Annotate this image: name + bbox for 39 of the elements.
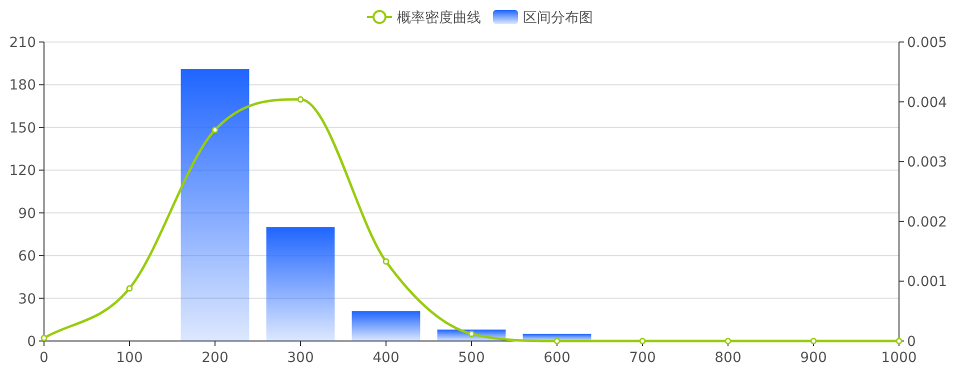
- legend-label: 概率密度曲线: [397, 10, 481, 26]
- x-tick-label: 1000: [881, 350, 917, 366]
- y-tick-label: 90: [18, 206, 36, 222]
- x-tick-label: 400: [372, 350, 400, 366]
- x-tick-label: 500: [458, 350, 485, 366]
- x-tick-label: 900: [800, 350, 827, 366]
- point: [382, 258, 390, 265]
- y-tick-label: 120: [9, 163, 36, 180]
- x-tick-label: 100: [116, 350, 143, 366]
- x-tick-label: 800: [714, 350, 742, 366]
- y2-tick-label: 0.004: [907, 94, 948, 111]
- y2-tick-label: 0.001: [907, 274, 948, 290]
- x-tick-label: 200: [202, 350, 228, 366]
- y-tick-label: 0: [27, 334, 36, 350]
- y2-tick-label: 0.002: [907, 214, 948, 230]
- y2-tick-label: 0.005: [907, 35, 948, 51]
- y2-tick-label: 0.003: [907, 154, 948, 171]
- legend-label: 区间分布图: [523, 10, 593, 26]
- bar: [180, 69, 250, 341]
- point: [468, 330, 475, 338]
- y-tick-label: 210: [9, 35, 36, 51]
- point: [724, 338, 732, 344]
- point: [639, 338, 646, 344]
- x-tick-label: 700: [629, 350, 656, 366]
- point: [212, 126, 218, 134]
- y2-tick-label: 0: [907, 334, 916, 350]
- point: [297, 96, 304, 103]
- y-tick-label: 150: [9, 120, 36, 136]
- x-tick-label: 0: [40, 350, 48, 366]
- y-tick-label: 30: [18, 291, 36, 308]
- bar: [352, 311, 420, 341]
- point: [126, 285, 133, 292]
- x-tick-label: 600: [544, 350, 570, 366]
- y-tick-label: 180: [9, 78, 36, 94]
- x-tick-label: 300: [287, 350, 314, 366]
- bar: [266, 227, 335, 341]
- point: [810, 338, 817, 344]
- point: [554, 338, 560, 344]
- y-tick-label: 60: [18, 248, 36, 265]
